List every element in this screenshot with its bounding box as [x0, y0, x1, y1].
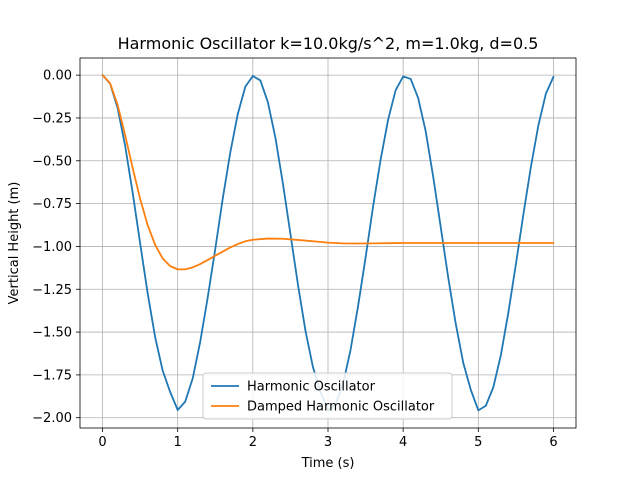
x-axis-ticks: 0 1 2 3 4 5 6: [98, 428, 558, 450]
y-axis-ticks: 0.00 −0.25 −0.50 −0.75 −1.00 −1.25 −1.50 −1.75 −…: [32, 69, 80, 426]
chart-title: Harmonic Oscillator k=10.0kg/s^2, m=1.0k…: [118, 34, 539, 53]
y-tick-label: 0.00: [43, 69, 72, 84]
x-tick-label: 1: [174, 435, 182, 450]
y-tick-label: −0.25: [32, 111, 72, 126]
legend-label-2: Damped Harmonic Oscillator: [247, 400, 435, 415]
chart-legend: Harmonic Oscillator Damped Harmonic Oscil…: [202, 372, 453, 420]
x-tick-label: 4: [399, 435, 407, 450]
y-tick-label: −0.50: [32, 154, 72, 169]
y-axis-label: Vertical Height (m): [7, 182, 22, 305]
x-tick-label: 2: [249, 435, 257, 450]
x-axis-label: Time (s): [301, 456, 355, 471]
x-tick-label: 0: [98, 435, 106, 450]
y-tick-label: −0.75: [32, 197, 72, 212]
y-tick-label: −1.75: [32, 368, 72, 383]
x-tick-label: 3: [324, 435, 332, 450]
y-tick-label: −1.00: [32, 240, 72, 255]
series-line-2: [101, 74, 555, 271]
legend-box: [202, 372, 453, 420]
legend-label-1: Harmonic Oscillator: [247, 380, 376, 395]
y-tick-label: −2.00: [32, 411, 72, 426]
x-tick-label: 6: [549, 435, 557, 450]
y-tick-label: −1.50: [32, 326, 72, 341]
y-tick-label: −1.25: [32, 283, 72, 298]
x-tick-label: 5: [474, 435, 482, 450]
